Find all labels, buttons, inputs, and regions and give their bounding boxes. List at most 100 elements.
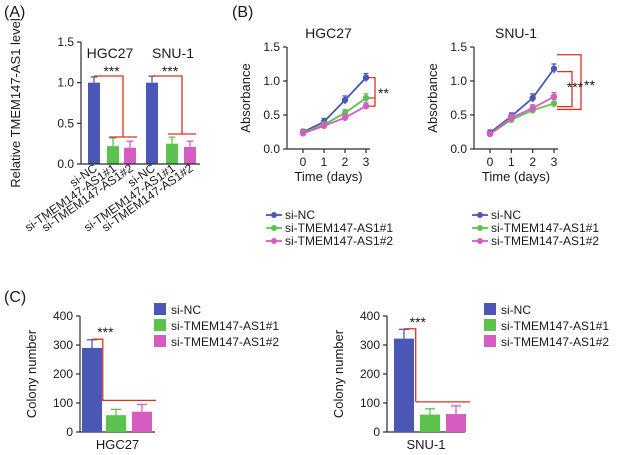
panel-c-snu1-significance-bracket (404, 328, 470, 403)
panel-c-hgc27-bar (82, 347, 102, 432)
panel-b-hgc27-y-tick-label: 1.5 (263, 40, 280, 54)
legend-label: si-TMEM147-AS1#1 (491, 221, 599, 235)
panel-a-y-axis-title: Relative TMEM147-AS1 level (8, 18, 23, 188)
legend-label: si-NC (491, 208, 521, 222)
panel-b-hgc27-x-axis-title: Time (days) (294, 169, 362, 184)
legend-swatch-point (477, 238, 483, 244)
panel-c-snu1-y-axis-title: Colony number (331, 329, 346, 418)
panel-a-bar (184, 146, 196, 164)
panel-b-hgc27-series-line (302, 105, 367, 135)
panel-c-hgc27-y-tick-label: 100 (53, 396, 73, 410)
panel-a-y-tick-label: 1.5 (57, 35, 74, 49)
panel-b-hgc27-x-tick-label: 3 (363, 155, 370, 169)
panel-b-hgc27-x-tick-label: 0 (300, 155, 307, 169)
panel-c-snu1-bar (394, 338, 414, 432)
panel-c-snu1-legend-swatch (484, 319, 496, 331)
panel-b-snu1-title: SNU-1 (495, 25, 537, 41)
panel-a-significance-bracket (94, 75, 137, 138)
panel-c-snu1-y-tick-label: 0 (373, 425, 380, 439)
panel-b-snu1-y-tick-label: 0.0 (450, 142, 467, 156)
panel-b-snu1-y-tick-label: 1.5 (450, 40, 467, 54)
panel-b-hgc27-y-tick-label: 0.5 (263, 108, 280, 122)
panel-b-snu1-series-line (489, 95, 555, 135)
panel-c-hgc27-legend-label: si-TMEM147-AS1#2 (171, 335, 279, 349)
panel-b-snu1-x-tick-label: 3 (551, 155, 558, 169)
panel-c-hgc27-legend-swatch (154, 335, 166, 347)
panel-c-hgc27-y-tick-label: 400 (53, 309, 73, 323)
legend-swatch-point (271, 225, 277, 231)
panel-b-hgc27-significance-bracket (369, 76, 376, 107)
legend-label: si-NC (285, 208, 315, 222)
panel-c-hgc27-significance-label: *** (97, 324, 114, 340)
legend-label: si-TMEM147-AS1#1 (285, 221, 393, 235)
panel-c-hgc27-significance-bracket (92, 338, 156, 402)
panel-b-snu1-significance-label: ** (584, 77, 595, 93)
panel-b-snu1-data-point (550, 65, 558, 72)
panel-c-hgc27-chart: 0 100 200 300 400 Colony number HGC27 *** si-NC s… (24, 303, 279, 452)
panel-c-hgc27-y-axis-title: Colony number (24, 329, 39, 418)
panel-b-snu1-significance-label: *** (567, 79, 584, 95)
panel-b-hgc27-significance-label: ** (378, 85, 389, 101)
panel-b-snu1-data-point (529, 105, 536, 112)
panel-b-snu1-y-tick-label: 0.5 (450, 108, 467, 122)
panel-b-hgc27-title: HGC27 (305, 25, 352, 41)
panel-a-bar (166, 143, 178, 164)
panel-c-snu1-legend-label: si-TMEM147-AS1#2 (501, 335, 609, 349)
panel-b-snu1-data-point (508, 114, 515, 121)
panel-label-c: (C) (4, 289, 26, 306)
panel-b-hgc27-y-axis-title: Absorbance (238, 63, 253, 132)
panel-a-y-tick-label: 0.5 (57, 116, 74, 130)
legend-swatch-point (477, 212, 483, 218)
panel-b-hgc27-data-point (362, 74, 370, 81)
panel-a-bar (88, 82, 100, 164)
panel-b-snu1-x-tick-label: 2 (529, 155, 536, 169)
panel-c-hgc27-legend-label: si-TMEM147-AS1#1 (171, 319, 279, 333)
panel-b-snu1-y-tick-label: 1.0 (450, 74, 467, 88)
panel-b-snu1-series-line (489, 68, 555, 134)
panel-c-hgc27-bar (132, 411, 152, 432)
panel-b-legend: si-NCsi-TMEM147-AS1#1si-TMEM147-AS1#2si-… (266, 208, 599, 248)
panel-c-snu1-y-tick-label: 200 (360, 367, 380, 381)
panel-a-bar (146, 82, 158, 164)
panel-b-hgc27-data-point (362, 94, 370, 102)
panel-a-significance-label: *** (162, 63, 179, 79)
panel-b-hgc27-series-line (302, 97, 367, 134)
panel-c-snu1-legend-swatch (484, 335, 496, 347)
legend-swatch-point (477, 225, 483, 231)
panel-c-snu1-y-tick-label: 300 (360, 338, 380, 352)
panel-b-snu1-data-point (486, 130, 494, 138)
panel-c-snu1-x-axis-title: SNU-1 (406, 437, 445, 452)
panel-c-snu1-legend-swatch (484, 303, 496, 315)
panel-b-hgc27-data-point (299, 130, 307, 137)
panel-b-hgc27-data-point (341, 114, 349, 121)
panel-a-significance-label: *** (103, 63, 120, 79)
panel-b-snu1-x-tick-label: 1 (508, 155, 515, 169)
legend-swatch-point (271, 238, 277, 244)
panel-b-hgc27-x-tick-label: 1 (321, 155, 328, 169)
panel-b-snu1-x-axis-title: Time (days) (482, 169, 550, 184)
panel-b-hgc27-x-tick-label: 2 (342, 155, 349, 169)
panel-c-hgc27-y-tick-label: 200 (53, 367, 73, 381)
panel-b-hgc27-y-tick-label: 1.0 (263, 74, 280, 88)
legend-label: si-TMEM147-AS1#2 (285, 234, 393, 248)
panel-b-hgc27-series-line (302, 76, 367, 133)
panel-a-chart: 0.0 0.5 1.0 1.5 Relative TMEM147-AS1 level HG… (8, 18, 200, 234)
panel-b-snu1-data-point (550, 100, 558, 107)
panel-a-bar (107, 146, 119, 164)
panel-a-significance-bracket (152, 75, 196, 135)
panel-c-hgc27-y-tick-label: 300 (53, 338, 73, 352)
panel-c-snu1-significance-label: *** (410, 314, 427, 330)
panel-c-hgc27-bar (106, 415, 126, 432)
panel-b-snu1-y-axis-title: Absorbance (425, 63, 440, 132)
panel-c-hgc27-legend-label: si-NC (171, 303, 201, 317)
panel-c-snu1-chart: 0 100 200 300 400 Colony number SNU-1 *** si-NC s… (331, 303, 609, 452)
legend-swatch-point (271, 212, 277, 218)
panel-c-snu1-legend-label: si-TMEM147-AS1#1 (501, 319, 609, 333)
panel-a-bar (124, 147, 136, 164)
panel-b-snu1-data-point (529, 94, 536, 102)
panel-b-snu1-significance-bracket-inner (557, 70, 573, 108)
panel-c-hgc27-legend-swatch (154, 303, 166, 315)
